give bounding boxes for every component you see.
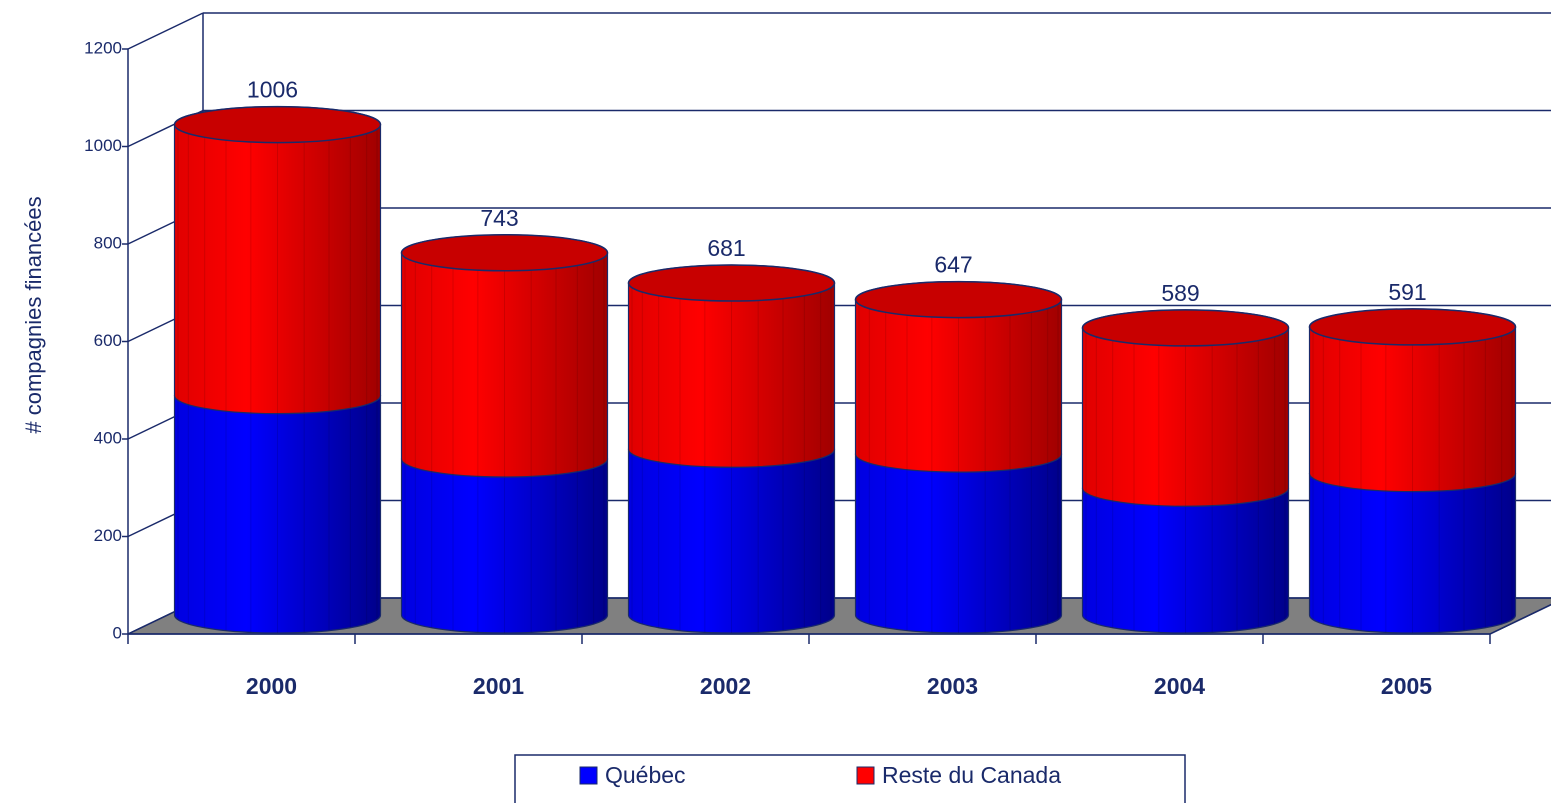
total-label: 1006 — [247, 77, 298, 103]
grid-line-side — [127, 12, 204, 50]
cylinder-top — [854, 280, 1063, 319]
y-tick-label: 600 — [94, 331, 122, 350]
total-label: 589 — [1161, 280, 1199, 306]
legend-swatch — [856, 766, 875, 785]
y-tick-label: 800 — [94, 233, 122, 252]
y-tick-label: 1000 — [84, 136, 122, 155]
x-tick-label: 2002 — [700, 673, 751, 699]
x-tick-label: 2004 — [1154, 673, 1205, 699]
legend-label: Québec — [605, 762, 686, 788]
cylinder-top — [400, 234, 609, 272]
cylinder-top — [1308, 308, 1517, 346]
floor-right-edge — [1489, 603, 1551, 635]
x-tick-label: 2005 — [1381, 673, 1432, 699]
legend — [514, 754, 1186, 803]
y-tick-label: 0 — [113, 623, 122, 642]
cylinder-top — [627, 264, 836, 302]
x-tick-label: 2001 — [473, 673, 524, 699]
y-tick-label: 200 — [94, 526, 122, 545]
x-tick-label: 2000 — [246, 673, 297, 699]
cylinder-top — [1081, 309, 1290, 347]
total-label: 647 — [934, 252, 972, 278]
total-label: 743 — [480, 205, 518, 231]
y-tick-label: 1200 — [84, 38, 122, 57]
y-tick-label: 400 — [94, 428, 122, 447]
y-axis-label: # compagnies financées — [21, 196, 46, 433]
legend-swatch — [579, 766, 598, 785]
x-tick-label: 2003 — [927, 673, 978, 699]
cylinder-top — [173, 105, 382, 144]
total-label: 681 — [707, 235, 745, 261]
legend-label: Reste du Canada — [882, 762, 1061, 788]
total-label: 591 — [1388, 279, 1426, 305]
